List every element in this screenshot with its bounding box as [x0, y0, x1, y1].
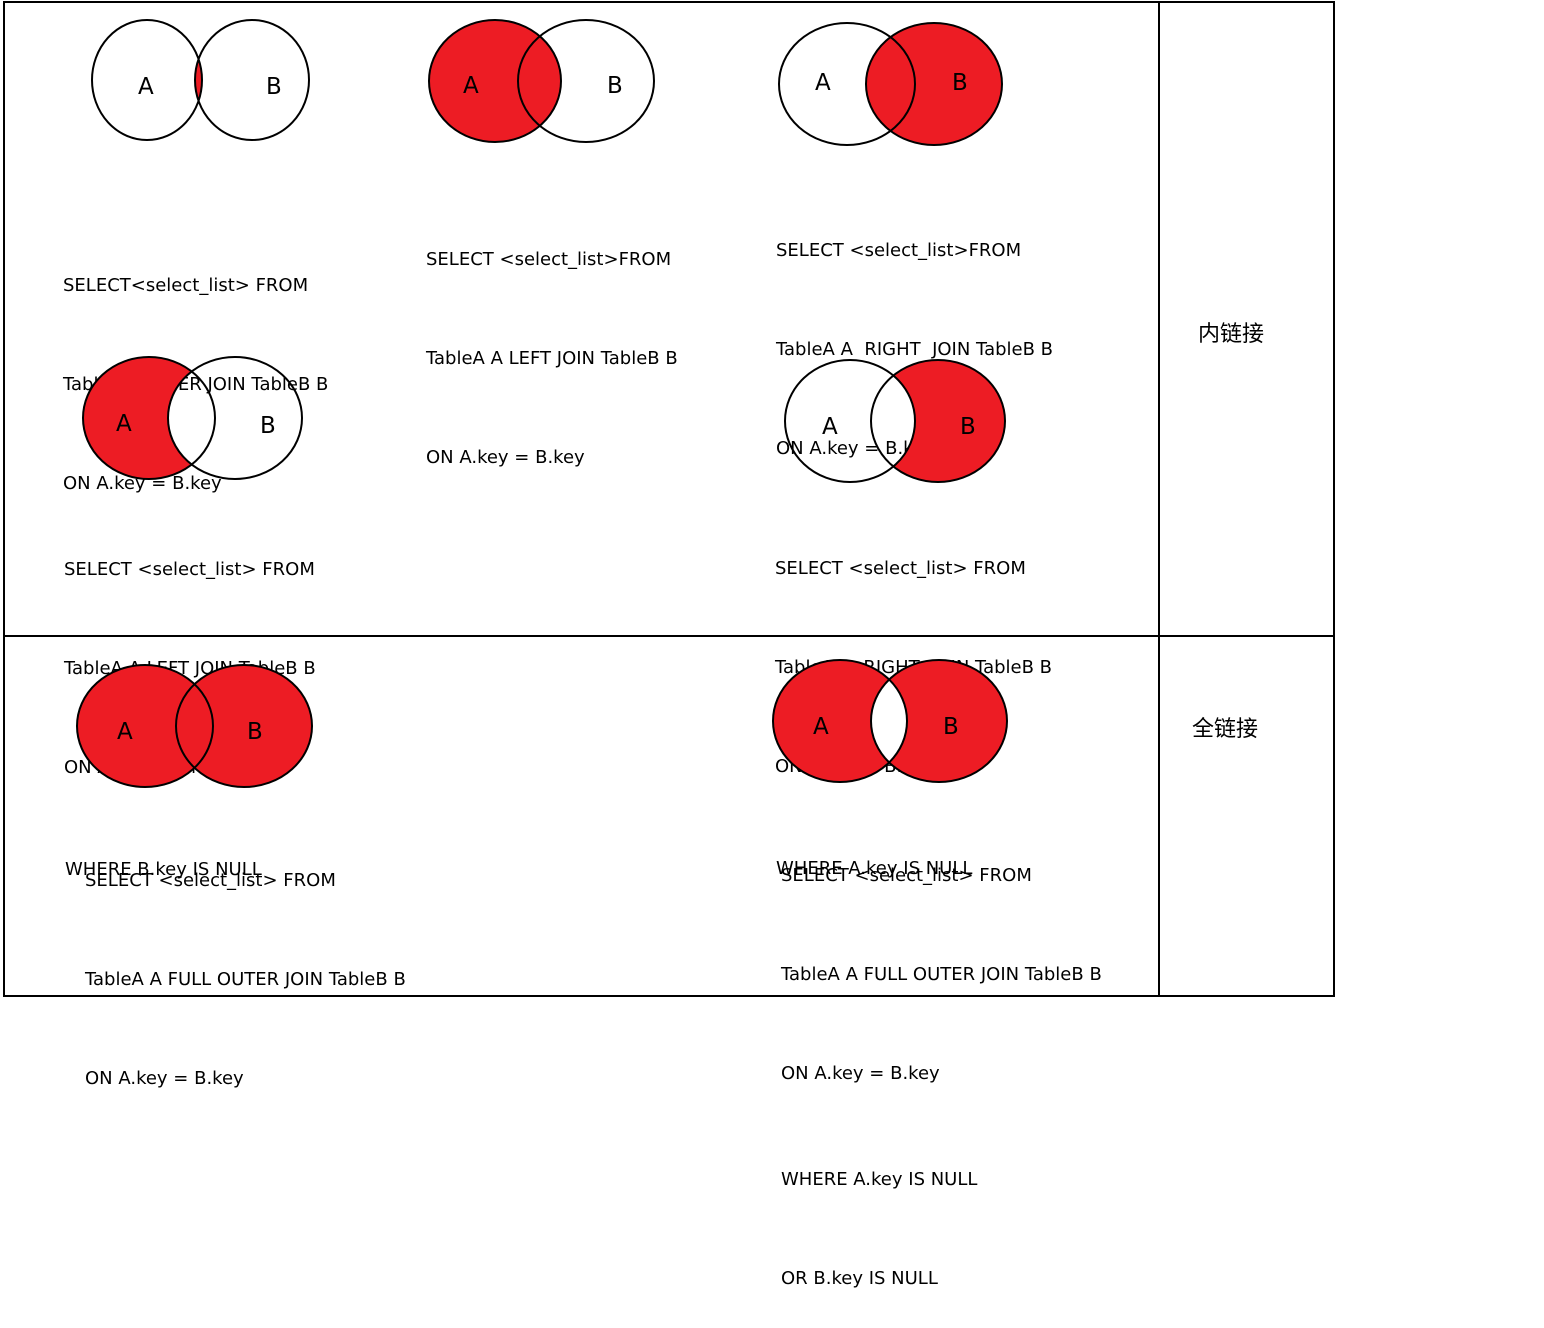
set-b-label: B — [260, 413, 276, 439]
set-a-label: A — [822, 414, 838, 440]
sql-line: ON A.key = B.key — [426, 447, 585, 468]
sql-line: SELECT <select_list> FROM — [64, 559, 315, 580]
sql-line: WHERE A.key IS NULL — [776, 858, 973, 879]
set-b-region — [176, 665, 312, 787]
sql-line: SELECT <select_list>FROM — [426, 249, 672, 270]
set-a-circle — [428, 19, 562, 143]
venn-full-outer-join: A B — [76, 664, 313, 788]
set-a-label: A — [117, 719, 133, 745]
set-b-label: B — [266, 74, 282, 100]
diagram-frame — [3, 1, 1335, 997]
set-b-label: B — [607, 73, 623, 99]
set-a-circle — [76, 664, 214, 788]
venn-right-only: A B — [784, 359, 1006, 483]
set-b-circle — [870, 659, 1008, 783]
set-b-circle — [194, 19, 310, 141]
set-a-circle — [784, 359, 916, 483]
sql-line: SELECT <select_list> FROM — [781, 865, 1032, 886]
set-a-circle — [772, 659, 908, 783]
sql-line: TableA A FULL OUTER JOIN TableB B — [85, 969, 406, 990]
label-column-divider — [1158, 1, 1160, 997]
set-a-region — [77, 665, 213, 787]
sql-line: OR B.key IS NULL — [781, 1268, 938, 1289]
set-b-circle — [517, 19, 655, 143]
set-b-label: B — [943, 714, 959, 740]
set-b-circle — [865, 22, 1003, 146]
sql-line: WHERE B.key IS NULL — [65, 859, 262, 880]
set-a-circle — [778, 22, 916, 146]
set-b-label: B — [247, 719, 263, 745]
sql-line: TableA A FULL OUTER JOIN TableB B — [781, 964, 1102, 985]
set-b-circle — [870, 359, 1006, 483]
sql-line: SELECT<select_list> FROM — [63, 275, 309, 296]
sql-full-outer-exclusive: SELECT <select_list> FROM TableA A FULL … — [781, 793, 1102, 1328]
sql-line: TableA A RIGHT JOIN TableB B — [776, 339, 1054, 360]
set-a-circle — [82, 356, 216, 480]
set-a-circle — [91, 19, 203, 141]
sql-line: ON A.key = B.key — [781, 1063, 940, 1084]
sql-line: SELECT <select_list> FROM — [85, 870, 336, 891]
set-a-label: A — [138, 74, 154, 100]
sql-line: TableA A LEFT JOIN TableB B — [426, 348, 678, 369]
set-b-region — [871, 660, 1007, 782]
set-a-only-region — [83, 357, 215, 479]
venn-inner-join: A B — [91, 19, 310, 141]
set-b-only-region — [871, 360, 1005, 482]
set-b-region — [866, 23, 1002, 145]
set-a-label: A — [815, 70, 831, 96]
sql-line: SELECT <select_list> FROM — [775, 558, 1026, 579]
section-label-inner: 内链接 — [1198, 322, 1265, 347]
set-b-circle — [175, 664, 313, 788]
set-a-label: A — [463, 73, 479, 99]
set-b-label: B — [952, 70, 968, 96]
sql-full-outer-join: SELECT <select_list> FROM TableA A FULL … — [85, 798, 406, 1128]
sql-line: ON A.key = B.key — [85, 1068, 244, 1089]
set-a-label: A — [116, 411, 132, 437]
section-divider — [3, 635, 1335, 637]
venn-full-outer-exclusive: A B — [772, 659, 1008, 783]
set-a-region — [773, 660, 907, 782]
sql-line: WHERE A.key IS NULL — [781, 1169, 978, 1190]
venn-left-only: A B — [82, 356, 303, 480]
sql-line: SELECT <select_list>FROM — [776, 240, 1022, 261]
set-b-circle — [167, 356, 303, 480]
venn-right-join: A B — [778, 22, 1003, 146]
sql-left-join: SELECT <select_list>FROM TableA A LEFT J… — [426, 177, 678, 507]
section-label-full: 全链接 — [1192, 717, 1259, 742]
set-a-label: A — [813, 714, 829, 740]
set-b-label: B — [960, 414, 976, 440]
venn-left-join: A B — [428, 19, 655, 143]
